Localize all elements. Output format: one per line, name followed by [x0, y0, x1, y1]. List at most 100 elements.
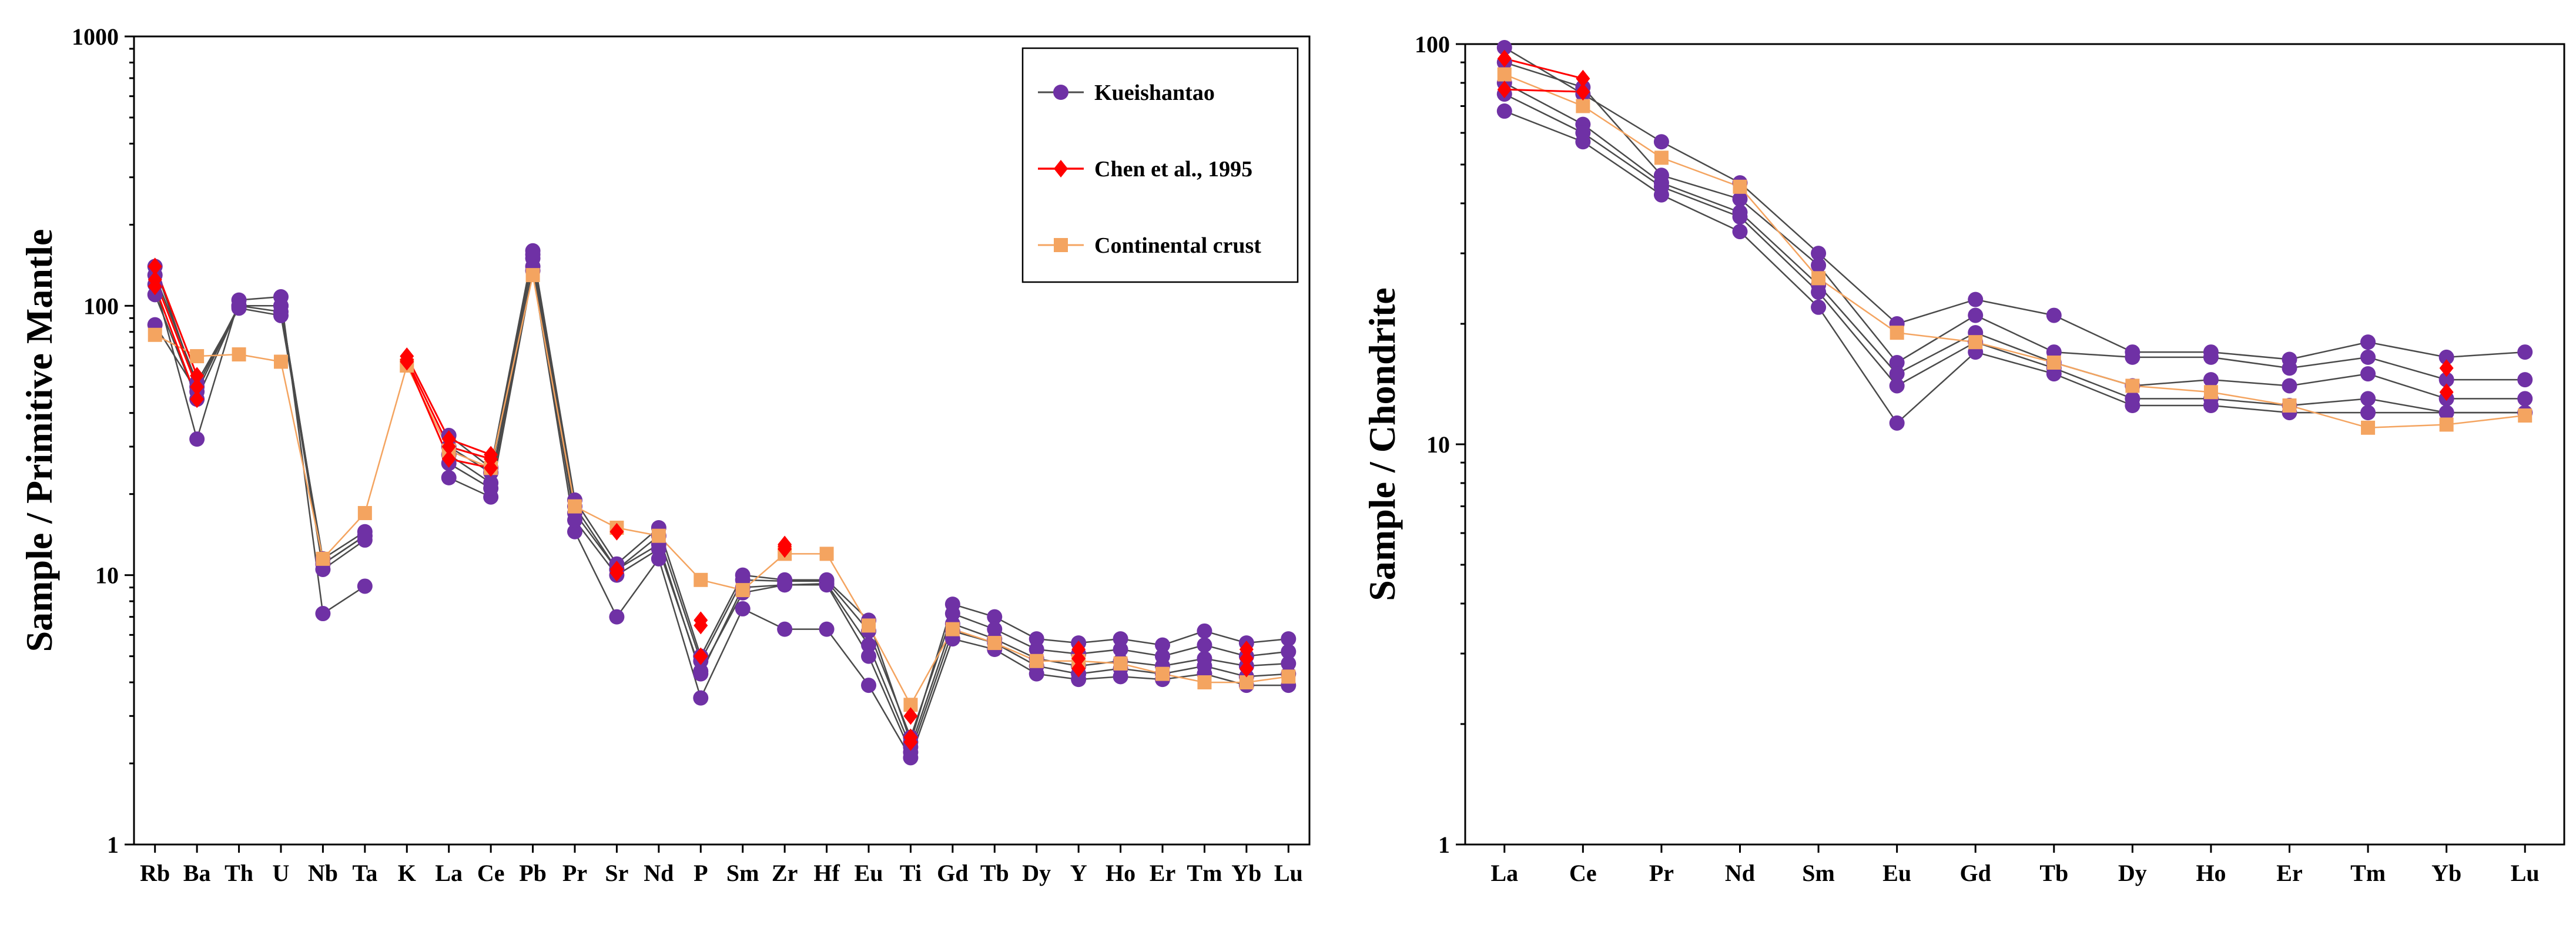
series-line-kueishantao: [1504, 62, 2525, 381]
data-point-chen: [148, 257, 162, 276]
series-line-kueishantao: [1504, 93, 2525, 414]
data-point-kueishantao: [861, 637, 876, 653]
x-tick-label: Rb: [140, 860, 170, 886]
data-point-kueishantao: [1281, 644, 1297, 659]
data-point-kueishantao: [483, 480, 499, 496]
data-point-kueishantao: [1653, 134, 1669, 150]
x-tick-label: Eu: [1882, 860, 1911, 886]
x-tick-label: Tm: [2350, 860, 2386, 886]
data-point-kueishantao: [2360, 349, 2376, 365]
data-point-crust: [1113, 656, 1128, 671]
data-point-chen: [484, 445, 498, 464]
data-point-kueishantao: [1197, 637, 1212, 653]
data-point-kueishantao: [1575, 125, 1591, 141]
data-point-crust: [316, 551, 330, 566]
data-point-kueishantao: [2203, 372, 2219, 388]
data-point-chen: [1576, 83, 1590, 101]
data-point-crust: [2125, 378, 2140, 393]
data-point-kueishantao: [777, 577, 793, 593]
data-point-kueishantao: [1889, 415, 1905, 431]
data-point-kueishantao: [1496, 103, 1512, 119]
data-point-crust: [1281, 669, 1296, 684]
x-tick-label: Dy: [1022, 860, 1051, 886]
data-point-crust: [1576, 99, 1590, 113]
x-tick-label: Sm: [1802, 860, 1835, 886]
data-point-kueishantao: [189, 431, 205, 447]
data-point-crust: [862, 618, 876, 633]
y-tick-label: 10: [1426, 431, 1450, 458]
series-line-kueishantao: [154, 274, 366, 560]
data-point-kueishantao: [1113, 642, 1128, 658]
data-point-kueishantao: [1155, 648, 1170, 664]
data-point-chen: [1239, 659, 1254, 678]
data-point-kueishantao: [777, 621, 793, 637]
data-point-kueishantao: [2360, 405, 2376, 421]
data-point-chen: [2439, 359, 2454, 377]
series-line-crust: [1504, 73, 2525, 429]
data-point-chen: [694, 611, 708, 629]
data-point-kueishantao: [693, 663, 709, 679]
x-tick-label: Gd: [937, 860, 968, 886]
data-point-kueishantao: [944, 606, 960, 622]
data-point-kueishantao: [315, 606, 331, 622]
data-point-chen: [190, 367, 205, 385]
data-point-kueishantao: [2517, 391, 2533, 407]
x-tick-label: Tb: [2039, 860, 2068, 886]
data-point-kueishantao: [861, 648, 876, 664]
data-point-kueishantao: [2125, 391, 2140, 407]
data-point-kueishantao: [1496, 39, 1512, 55]
data-point-kueishantao: [2360, 366, 2376, 382]
data-point-kueishantao: [357, 528, 373, 544]
data-point-kueishantao: [1732, 191, 1748, 207]
series-line-kueishantao: [154, 304, 366, 571]
data-point-chen: [1497, 49, 1512, 68]
x-tick-label: Y: [1070, 860, 1087, 886]
x-tick-label: Ho: [1106, 860, 1135, 886]
data-point-chen: [903, 733, 918, 751]
data-point-crust: [2361, 420, 2376, 435]
data-point-chen: [2439, 383, 2454, 401]
x-tick-label: La: [435, 860, 463, 886]
data-point-chen: [441, 450, 456, 468]
data-point-chen: [1497, 81, 1512, 99]
data-point-kueishantao: [1811, 257, 1827, 273]
data-point-kueishantao: [1029, 642, 1044, 658]
x-tick-label: Sr: [605, 860, 628, 886]
plot-frame: [133, 35, 1311, 846]
data-point-crust: [1811, 271, 1826, 286]
data-point-kueishantao: [1968, 291, 1984, 307]
data-point-crust: [2518, 408, 2533, 423]
data-point-kueishantao: [609, 609, 625, 625]
x-tick-label: Th: [225, 860, 253, 886]
data-point-crust: [1968, 335, 1983, 350]
data-point-crust: [1029, 654, 1044, 668]
data-point-kueishantao: [567, 524, 582, 539]
data-point-kueishantao: [2360, 334, 2376, 350]
data-point-kueishantao: [735, 601, 751, 616]
chondrite-panel: 1 10 100 La Ce Pr Nd Sm Eu Gd Tb Dy Ho Er Tm Yb Lu Sample…: [1361, 31, 2565, 886]
data-point-crust: [735, 583, 750, 598]
data-point-kueishantao: [693, 690, 709, 706]
legend-label-crust: Continental crust: [1094, 233, 1261, 258]
x-tick-label: Ce: [1569, 860, 1597, 886]
data-point-crust: [2439, 417, 2454, 432]
data-point-chen: [1239, 649, 1254, 668]
x-tick-label: Ti: [900, 860, 922, 886]
data-point-kueishantao: [1889, 378, 1905, 394]
data-point-kueishantao: [2282, 360, 2297, 376]
data-point-kueishantao: [1281, 631, 1297, 647]
data-point-crust: [651, 528, 666, 543]
data-point-crust: [2282, 398, 2297, 413]
data-point-chen: [441, 430, 456, 448]
x-tick-label: Yb: [2431, 860, 2461, 886]
y-tick-label: 1: [1438, 832, 1450, 858]
data-point-kueishantao: [273, 298, 289, 314]
data-point-crust: [987, 636, 1002, 651]
x-tick-label: Pb: [519, 860, 547, 886]
data-point-crust: [190, 349, 205, 364]
data-point-kueishantao: [2046, 307, 2062, 323]
series-line-kueishantao: [1504, 46, 2525, 360]
x-tick-label: Dy: [2118, 860, 2147, 886]
series-line-kueishantao: [154, 294, 366, 565]
x-tick-label: Gd: [1960, 860, 1991, 886]
